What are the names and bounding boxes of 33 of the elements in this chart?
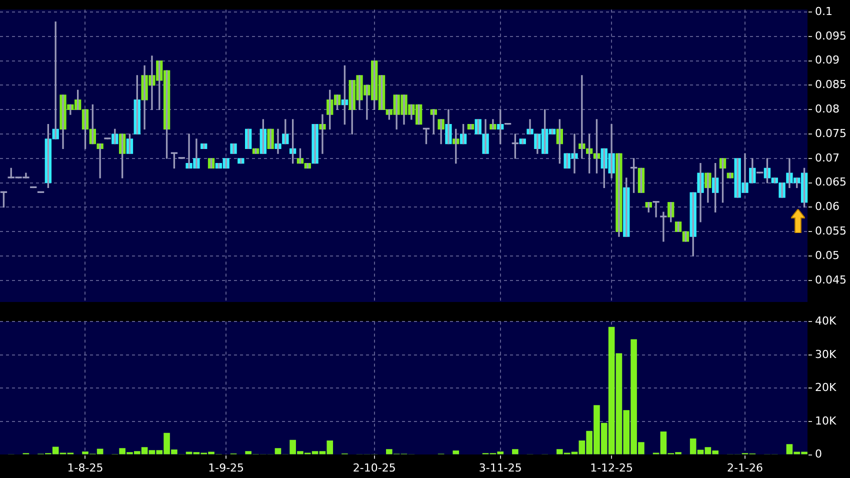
y-tick-label: 0.075 [815,126,846,140]
candlestick [267,128,274,150]
y-tick-label: 10K [815,414,837,428]
candlestick [230,143,237,154]
bar [452,450,460,454]
y-tick-label: 30K [815,348,837,361]
y-tick-label: 0.07 [815,151,840,164]
bar [512,449,518,454]
candlestick [208,158,215,169]
x-tick-label: 1-12-25 [590,461,634,474]
candlestick [312,124,318,164]
y-tick-label: 0.05 [815,248,840,262]
x-tick-label: 3-11-25 [478,461,522,474]
y-tick-label: 0.045 [815,273,846,286]
candlestick [245,128,252,150]
y-tick-label: 0.055 [815,224,846,238]
candlestick [170,152,178,169]
y-tick-label: 40K [815,314,837,328]
x-tick-label: 1-8-25 [67,461,104,474]
y-tick-label: 0.08 [815,102,840,116]
y-tick-label: 0.1 [815,4,832,18]
x-tick-label: 2-1-26 [727,461,763,474]
candlestick [660,212,667,242]
y-tick-label: 0.09 [815,54,840,67]
x-tick-label: 1-9-25 [208,461,244,474]
y-tick-label: 0.095 [815,29,846,42]
x-tick-label: 2-10-25 [352,461,396,474]
y-tick-label: 0.085 [815,78,846,92]
y-tick-label: 0.065 [815,176,846,189]
y-tick-label: 0.06 [815,200,840,214]
y-tick-label: 20K [815,381,837,394]
bar [245,451,252,454]
y-tick-label: 0 [815,448,822,461]
